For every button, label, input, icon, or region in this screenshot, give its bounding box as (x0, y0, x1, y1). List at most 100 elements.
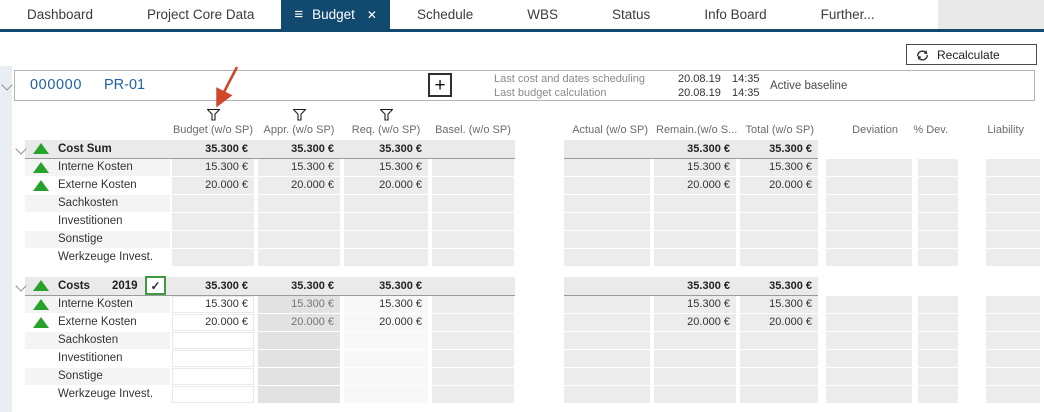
table-cell[interactable] (344, 350, 428, 367)
column-header-7: Total (w/o SP) (745, 124, 814, 136)
column-header-3: Req. (w/o SP) (351, 124, 421, 136)
table-cell (740, 249, 818, 266)
tab-project-core-data[interactable]: Project Core Data (147, 7, 255, 22)
filter-icon[interactable] (291, 108, 307, 121)
close-icon[interactable]: ✕ (366, 7, 377, 22)
table-cell[interactable] (172, 368, 254, 385)
recalculate-button[interactable]: Recalculate (906, 44, 1037, 65)
group-total-value: 35.300 € (769, 280, 812, 292)
table-cell (172, 249, 254, 266)
table-cell: 20.000 € (258, 314, 340, 331)
table-cell (564, 213, 650, 230)
table-cell[interactable] (344, 368, 428, 385)
table-cell[interactable]: 15.300 € (344, 296, 428, 313)
table-cell[interactable] (172, 350, 254, 367)
group-total-value: 35.300 € (379, 280, 422, 292)
tab-label: Budget (312, 7, 355, 22)
group-checkbox[interactable]: ✓ (145, 276, 166, 295)
group-total-value: 35.300 € (291, 143, 334, 155)
table-cell: 20.000 € (258, 177, 340, 194)
table-cell (826, 350, 912, 367)
table-cell (986, 213, 1040, 230)
filter-icon[interactable] (378, 108, 394, 121)
trend-up-icon (33, 143, 49, 154)
table-cell (432, 368, 514, 385)
active-baseline-label: Active baseline (770, 80, 848, 92)
table-cell (918, 296, 958, 313)
table-cell (344, 231, 428, 248)
table-cell (654, 249, 736, 266)
table-cell (258, 213, 340, 230)
table-cell (918, 177, 958, 194)
table-cell (740, 231, 818, 248)
group-label: Costs (58, 280, 90, 292)
filter-icon[interactable] (205, 108, 221, 121)
table-cell (258, 350, 340, 367)
row-label: Externe Kosten (58, 316, 137, 328)
table-cell: 20.000 € (654, 177, 736, 194)
tab-further[interactable]: Further... (820, 7, 875, 22)
column-header-4: Basel. (w/o SP) (435, 124, 511, 136)
table-cell[interactable]: 15.300 € (172, 296, 254, 313)
column-header-1: Budget (w/o SP) (172, 124, 254, 136)
trend-up-icon (33, 299, 49, 310)
table-cell (654, 350, 736, 367)
table-cell[interactable] (172, 332, 254, 349)
table-cell[interactable]: 20.000 € (172, 314, 254, 331)
tab-wbs[interactable]: WBS (527, 7, 559, 22)
table-cell (986, 314, 1040, 331)
table-cell (432, 249, 514, 266)
group-header-band (564, 277, 818, 296)
table-cell (432, 386, 514, 403)
table-cell (432, 332, 514, 349)
hamburger-icon[interactable]: ≡ (294, 6, 304, 23)
table-cell: 15.300 € (740, 159, 818, 176)
table-cell (432, 159, 514, 176)
table-cell[interactable] (344, 386, 428, 403)
table-cell (564, 332, 650, 349)
trend-up-icon (33, 280, 49, 291)
table-cell (432, 350, 514, 367)
table-cell: 20.000 € (344, 177, 428, 194)
table-cell (918, 249, 958, 266)
table-cell (432, 213, 514, 230)
table-cell (986, 350, 1040, 367)
table-cell (172, 195, 254, 212)
table-cell (654, 195, 736, 212)
project-code[interactable]: PR-01 (104, 77, 146, 93)
table-cell[interactable]: 20.000 € (344, 314, 428, 331)
table-cell: 20.000 € (740, 177, 818, 194)
column-header-6: Remain.(w/o S... (656, 124, 738, 136)
add-button[interactable]: + (428, 73, 452, 97)
column-header-8: Deviation (852, 124, 898, 136)
row-label: Sonstige (58, 370, 103, 382)
plus-icon: + (434, 74, 446, 96)
table-cell (172, 213, 254, 230)
tab-schedule[interactable]: Schedule (416, 7, 474, 22)
table-cell (654, 368, 736, 385)
tab-info-board[interactable]: Info Board (704, 7, 767, 22)
trend-up-icon (33, 162, 49, 173)
column-header-9: % Dev. (913, 124, 948, 136)
tab-status[interactable]: Status (612, 7, 651, 22)
table-cell[interactable] (172, 386, 254, 403)
trend-up-icon (33, 180, 49, 191)
tab-budget[interactable]: ≡ Budget ✕ (281, 0, 390, 29)
table-cell (986, 195, 1040, 212)
table-cell (918, 350, 958, 367)
table-cell (826, 314, 912, 331)
table-cell (986, 332, 1040, 349)
table-cell: 15.300 € (172, 159, 254, 176)
project-number[interactable]: 000000 (30, 77, 82, 93)
table-cell (258, 231, 340, 248)
table-cell (826, 195, 912, 212)
table-cell (826, 332, 912, 349)
project-header-box (14, 70, 1035, 101)
table-cell (918, 195, 958, 212)
column-header-2: Appr. (w/o SP) (263, 124, 335, 136)
tab-dashboard[interactable]: Dashboard (27, 7, 94, 22)
table-cell[interactable] (344, 332, 428, 349)
trend-up-icon (33, 317, 49, 328)
